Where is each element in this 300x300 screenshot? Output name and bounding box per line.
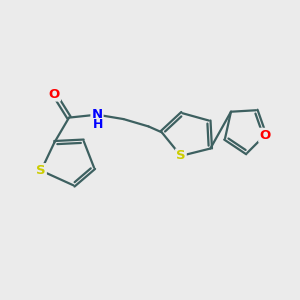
Text: S: S [36, 164, 46, 177]
Text: H: H [93, 118, 103, 130]
Text: O: O [49, 88, 60, 100]
Text: N: N [92, 108, 103, 121]
Text: O: O [259, 129, 271, 142]
Text: S: S [176, 149, 186, 162]
